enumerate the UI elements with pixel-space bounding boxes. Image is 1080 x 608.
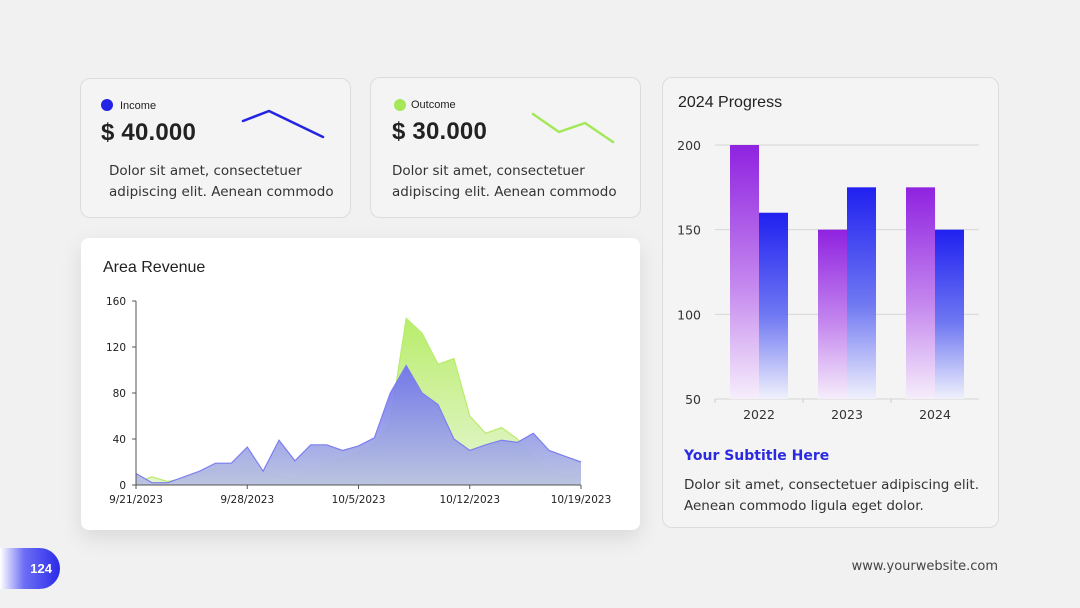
- outcome-description: Dolor sit amet, consectetuer adipiscing …: [392, 161, 617, 203]
- income-label: Income: [120, 100, 157, 112]
- income-dot-icon: [101, 99, 113, 111]
- bar-y-tick-label: 200: [677, 138, 701, 153]
- area-series-0-fill: [136, 365, 581, 485]
- progress-desc-line-1: Dolor sit amet, consectetuer adipiscing …: [684, 477, 980, 493]
- bar-2024-series-1: [935, 229, 964, 399]
- bar-y-tick-label: 150: [677, 223, 701, 238]
- progress-subtitle: Your Subtitle Here: [684, 448, 830, 464]
- progress-description: Dolor sit amet, consectetuer adipiscing …: [684, 475, 979, 517]
- bar-2024-series-0: [906, 187, 935, 399]
- bar-x-tick-label: 2024: [919, 407, 951, 422]
- area-y-tick-label: 0: [119, 480, 126, 492]
- area-x-tick-label: 9/28/2023: [220, 494, 274, 506]
- bar-2023-series-0: [818, 229, 847, 399]
- progress-desc-line-2: Aenean commodo ligula eget dolor.: [684, 498, 924, 514]
- outcome-desc-line-2: adipiscing elit. Aenean commodo: [392, 184, 617, 200]
- bar-2022-series-1: [759, 212, 788, 399]
- area-revenue-card: Area Revenue 0 40 80 120 160 9/21/2023 9/28/20…: [81, 238, 640, 530]
- progress-bar-chart: 50 100 150 200 2022 2023 2024: [677, 138, 979, 422]
- outcome-desc-line-1: Dolor sit amet, consectetuer: [392, 163, 585, 179]
- bar-y-tick-label: 100: [677, 307, 701, 322]
- outcome-sparkline: [531, 112, 615, 144]
- area-x-tick-label: 10/5/2023: [332, 494, 386, 506]
- area-series-0-line: [135, 364, 582, 484]
- outcome-value: $ 30.000: [392, 118, 488, 145]
- area-x-tick-label: 10/12/2023: [439, 494, 500, 506]
- area-y-tick-label: 120: [106, 342, 126, 354]
- progress-title: 2024 Progress: [678, 94, 783, 111]
- page-number: 124: [30, 561, 52, 576]
- outcome-dot-icon: [394, 99, 406, 111]
- income-sparkline: [241, 109, 325, 139]
- bar-2022-series-0: [730, 145, 759, 399]
- outcome-card: Outcome $ 30.000 Dolor sit amet, consect…: [370, 77, 641, 218]
- area-series-1-fill: [136, 318, 581, 485]
- area-x-tick-label: 9/21/2023: [109, 494, 163, 506]
- area-y-tick-label: 40: [113, 434, 126, 446]
- income-desc-line-2: adipiscing elit. Aenean commodo: [109, 184, 334, 200]
- progress-card: 2024 Progress 50 100 150 200 2022 2023 2024 Yo…: [662, 77, 999, 528]
- income-desc-line-1: Dolor sit amet, consectetuer: [109, 163, 302, 179]
- area-x-tick-label: 10/19/2023: [551, 494, 612, 506]
- page-number-badge: 124: [0, 548, 60, 589]
- income-value: $ 40.000: [101, 119, 197, 146]
- bar-2023-series-1: [847, 187, 876, 399]
- website-url: www.yourwebsite.com: [851, 559, 998, 574]
- area-y-tick-label: 80: [113, 388, 126, 400]
- outcome-label: Outcome: [411, 99, 456, 111]
- bar-x-tick-label: 2023: [831, 407, 863, 422]
- income-card: Income $ 40.000 Dolor sit amet, consecte…: [80, 78, 351, 218]
- area-y-tick-label: 160: [106, 296, 126, 308]
- area-revenue-title: Area Revenue: [103, 259, 206, 276]
- area-revenue-chart: 0 40 80 120 160 9/21/2023 9/28/2023 10/5/2023 10…: [106, 296, 612, 506]
- income-description: Dolor sit amet, consectetuer adipiscing …: [109, 161, 334, 203]
- bar-y-tick-label: 50: [685, 392, 701, 407]
- bar-x-tick-label: 2022: [743, 407, 775, 422]
